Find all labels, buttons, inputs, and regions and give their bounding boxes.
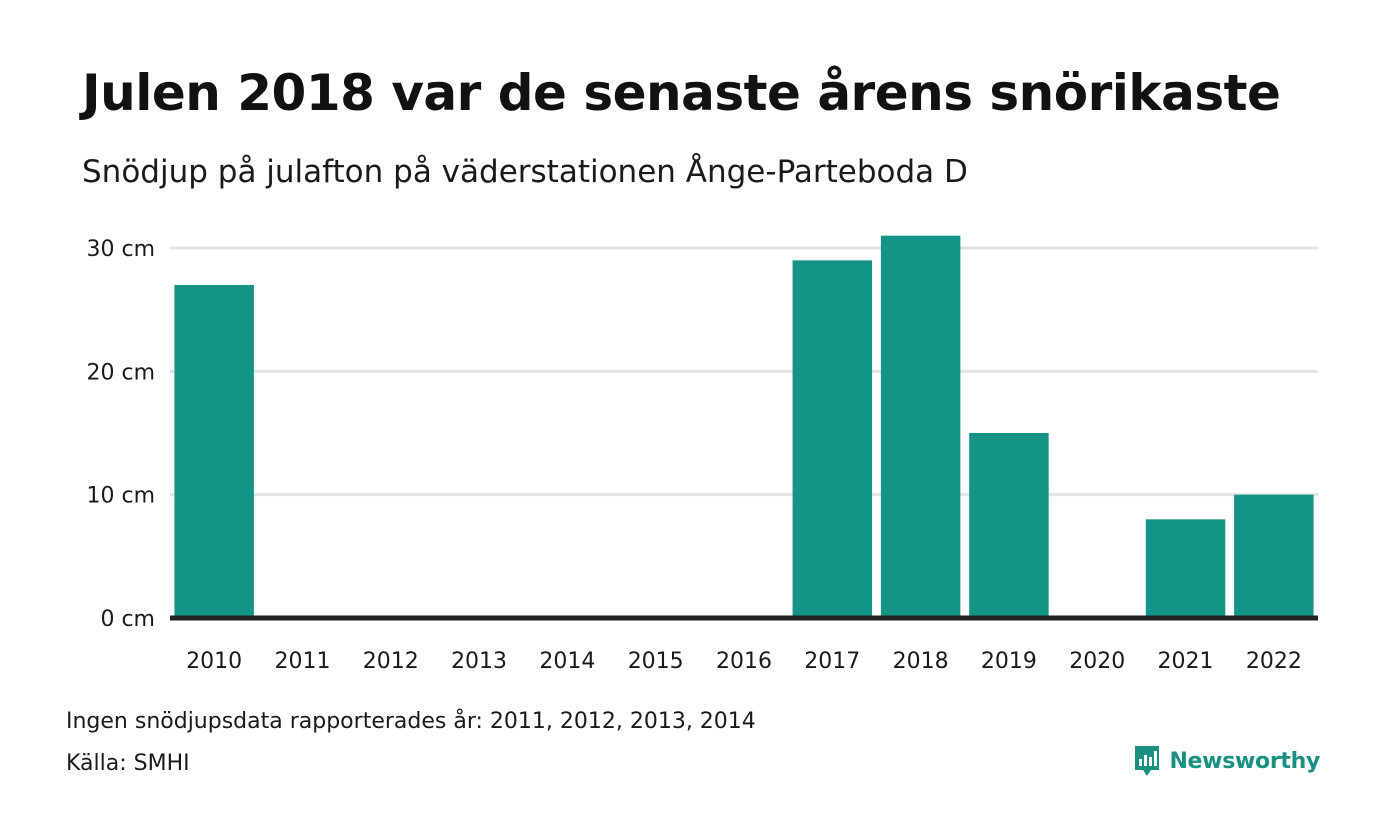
x-tick-label: 2018 [893,649,949,674]
x-tick-label: 2013 [451,649,507,674]
y-tick-label: 0 cm [100,607,155,632]
x-tick-label: 2021 [1158,649,1214,674]
x-tick-label: 2016 [716,649,772,674]
x-tick-label: 2015 [628,649,684,674]
bar [880,235,961,618]
newsworthy-logo: Newsworthy [1133,744,1320,778]
bar [174,285,254,618]
chart-title: Julen 2018 var de senaste årens snörikas… [82,64,1281,122]
x-tick-label: 2022 [1246,649,1302,674]
brand-name: Newsworthy [1169,748,1320,774]
x-tick-label: 2017 [804,649,860,674]
x-tick-label: 2020 [1069,649,1125,674]
chart-subtitle: Snödjup på julafton på väderstationen Ån… [82,154,968,190]
bar [1145,519,1226,618]
missing-data-note: Ingen snödjupsdata rapporterades år: 201… [66,709,756,734]
x-tick-label: 2010 [186,649,242,674]
y-tick-label: 30 cm [86,237,155,262]
bar [1234,494,1314,618]
x-tick-label: 2014 [539,649,595,674]
y-tick-label: 20 cm [86,360,155,385]
y-tick-label: 10 cm [86,484,155,509]
newsworthy-icon [1135,746,1160,776]
source-label: Källa: SMHI [66,751,190,776]
bar [792,260,873,618]
x-tick-label: 2019 [981,649,1037,674]
bar [969,433,1049,618]
x-tick-label: 2012 [363,649,419,674]
x-tick-label: 2011 [274,649,330,674]
